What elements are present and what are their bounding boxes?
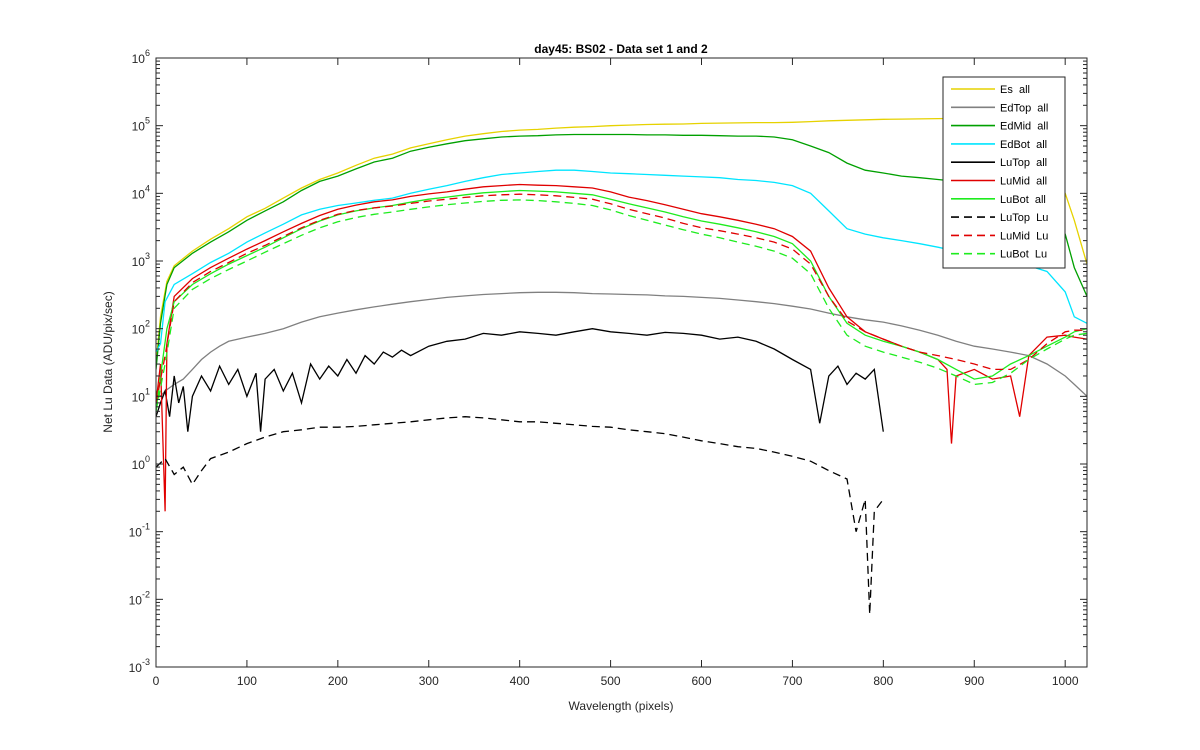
legend-label: LuBot Lu <box>1000 249 1047 261</box>
x-tick-label: 400 <box>510 674 530 688</box>
x-tick-label: 600 <box>691 674 711 688</box>
series-line-4 <box>156 328 884 432</box>
y-tick-label: 100 <box>132 454 150 472</box>
x-axis-label: Wavelength (pixels) <box>569 699 674 713</box>
x-tick-label: 100 <box>237 674 257 688</box>
x-tick-label: 800 <box>873 674 893 688</box>
y-tick-label: 106 <box>132 48 150 66</box>
y-axis: 10-3 10-2 10-1 100 101 102 103 104 105 106 <box>129 48 1087 675</box>
legend-label: EdBot all <box>1000 139 1047 151</box>
legend-label: LuTop all <box>1000 157 1047 169</box>
y-tick-label: 10-2 <box>129 589 150 607</box>
series-line-8 <box>156 193 1087 404</box>
x-tick-label: 200 <box>328 674 348 688</box>
legend-label: LuMid Lu <box>1000 230 1048 242</box>
y-tick-label: 10-3 <box>129 657 150 675</box>
y-tick-label: 105 <box>132 116 150 134</box>
series-line-7 <box>156 416 884 615</box>
plot-area-frame <box>155 57 1088 668</box>
series-line-9 <box>156 199 1087 412</box>
x-tick-label: 700 <box>782 674 802 688</box>
legend-label: LuTop Lu <box>1000 212 1048 224</box>
legend-label: EdMid all <box>1000 121 1048 133</box>
series-line-1 <box>156 291 1087 398</box>
series-line-0 <box>156 117 1087 365</box>
series-line-2 <box>156 133 1087 370</box>
x-tick-label: 300 <box>419 674 439 688</box>
y-tick-label: 10-1 <box>129 522 150 540</box>
y-tick-label: 101 <box>132 386 150 404</box>
legend-label: LuMid all <box>1000 176 1047 188</box>
y-axis-label: Net Lu Data (ADU/pix/sec) <box>101 291 115 432</box>
legend: Es all EdTop all EdMid all EdBot all LuTop a… <box>942 76 1066 269</box>
x-tick-label: 0 <box>153 674 160 688</box>
x-tick-label: 1000 <box>1052 674 1079 688</box>
x-tick-label: 500 <box>601 674 621 688</box>
y-tick-label: 104 <box>132 183 150 201</box>
y-tick-label: 102 <box>132 319 150 337</box>
legend-label: LuBot all <box>1000 194 1046 206</box>
series-line-5 <box>156 183 1087 512</box>
legend-box <box>942 76 1066 269</box>
x-tick-label: 900 <box>964 674 984 688</box>
legend-label: EdTop all <box>1000 102 1048 114</box>
legend-label: Es all <box>1000 84 1030 96</box>
y-tick-label: 103 <box>132 251 150 269</box>
chart-title: day45: BS02 - Data set 1 and 2 <box>534 42 708 56</box>
series-line-3 <box>156 169 1087 353</box>
series-line-6 <box>156 189 1087 412</box>
